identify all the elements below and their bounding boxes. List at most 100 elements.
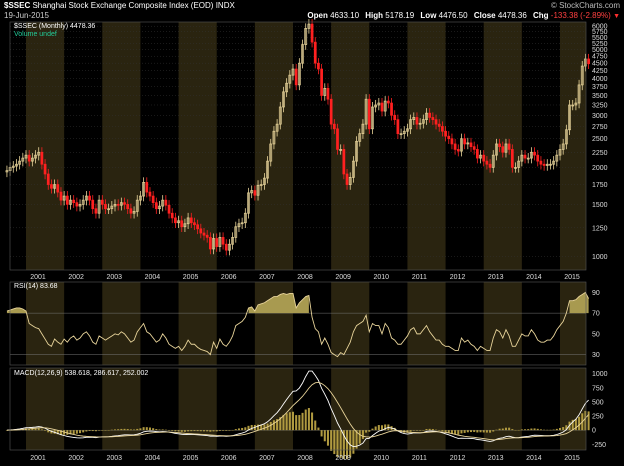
price-tick-label: 5250: [592, 41, 608, 48]
candle-body: [34, 154, 37, 159]
price-tick-label: 2000: [592, 165, 608, 172]
candle-body: [94, 208, 98, 214]
macd-histogram-bar: [425, 429, 428, 431]
candle-body: [139, 195, 142, 201]
candle-body: [189, 217, 193, 224]
macd-histogram-bar: [142, 427, 145, 431]
macd-histogram-bar: [492, 430, 495, 432]
macd-panel: [5, 370, 590, 460]
candle-body: [587, 58, 590, 65]
year-tick-label: 2004: [145, 274, 161, 281]
macd-histogram-bar: [263, 424, 266, 431]
macd-histogram-bar: [536, 428, 539, 431]
macd-histogram-bar: [161, 429, 164, 431]
macd-histogram-bar: [555, 428, 558, 431]
price-tick-label: 5000: [592, 47, 608, 54]
candle-body: [453, 143, 457, 150]
candle-body: [46, 173, 50, 185]
close-label: Close: [473, 11, 496, 20]
candle-body: [208, 237, 212, 250]
rsi-overbought-fill: [6, 307, 26, 314]
macd-histogram-bar: [365, 430, 368, 433]
candle-body: [323, 87, 327, 96]
macd-histogram-bar: [276, 419, 279, 431]
candle-body: [371, 106, 374, 130]
macd-histogram-bar: [558, 427, 562, 431]
year-tick-label: 2011: [412, 274, 427, 281]
price-panel: [5, 19, 590, 256]
year-tick-label: 2008: [297, 455, 313, 462]
macd-histogram-bar: [431, 429, 434, 431]
macd-histogram-bar: [495, 429, 498, 431]
macd-histogram-bar: [202, 430, 206, 432]
candle-body: [15, 163, 18, 167]
macd-histogram-bar: [247, 425, 250, 431]
macd-tick-label: 750: [592, 385, 604, 392]
high-value: 5178.19: [385, 11, 415, 20]
macd-histogram-bar: [565, 425, 568, 431]
macd-histogram-bar: [587, 411, 590, 431]
candle-body: [507, 143, 511, 150]
candle-body: [78, 204, 82, 207]
candle-body: [85, 195, 88, 201]
rsi-panel: [6, 291, 590, 358]
candle-body: [437, 123, 441, 127]
macd-histogram-bar: [355, 430, 358, 449]
macd-histogram-bar: [158, 429, 161, 431]
candle-body: [415, 117, 419, 125]
macd-histogram-bar: [69, 430, 72, 435]
candle-body: [186, 217, 190, 225]
macd-histogram-bar: [527, 429, 530, 431]
macd-histogram-bar: [187, 430, 190, 432]
candle-body: [278, 106, 282, 125]
candle-body: [250, 190, 254, 194]
macd-histogram-bar: [193, 430, 196, 432]
macd-histogram-bar: [552, 429, 555, 431]
macd-histogram-bar: [136, 428, 139, 431]
macd-histogram-bar: [422, 430, 425, 431]
chart-header: $SSEC Shanghai Stock Exchange Composite …: [0, 0, 624, 22]
candle-body: [53, 184, 56, 189]
macd-histogram-bar: [91, 430, 94, 432]
macd-tick-label: 1000: [592, 371, 608, 378]
candle-body: [466, 142, 470, 145]
open-label: Open: [307, 11, 328, 20]
macd-histogram-bar: [222, 430, 225, 431]
candle-body: [40, 151, 44, 165]
candle-body: [364, 98, 368, 125]
candle-body: [272, 130, 276, 145]
candle-body: [568, 104, 571, 131]
macd-histogram-bar: [384, 424, 387, 431]
candle-body: [148, 191, 152, 197]
macd-histogram-bar: [183, 430, 186, 432]
macd-histogram-bar: [168, 430, 171, 431]
macd-histogram-bar: [44, 430, 47, 431]
candle-body: [116, 204, 120, 206]
candle-body: [345, 173, 349, 185]
year-tick-label: 2013: [488, 274, 504, 281]
macd-histogram-bar: [98, 430, 101, 431]
candle-body: [393, 114, 397, 120]
macd-histogram-bar: [352, 430, 355, 454]
macd-histogram-bar: [301, 412, 304, 431]
low-label: Low: [420, 11, 437, 20]
candle-body: [123, 202, 126, 205]
macd-histogram-bar: [234, 429, 237, 431]
candle-body: [450, 138, 454, 145]
candle-body: [444, 130, 447, 137]
macd-histogram-bar: [428, 428, 431, 431]
macd-histogram-bar: [380, 425, 384, 431]
candle-body: [266, 160, 269, 179]
macd-histogram-bar: [539, 429, 542, 431]
candle-body: [301, 44, 304, 64]
candle-body: [297, 62, 301, 86]
price-tick-label: 3000: [592, 113, 608, 120]
macd-histogram-bar: [511, 429, 514, 431]
macd-histogram-bar: [272, 420, 275, 431]
macd-histogram-bar: [145, 427, 148, 431]
macd-histogram-bar: [101, 430, 104, 431]
macd-tick-label: 0: [592, 428, 596, 435]
macd-histogram-bar: [333, 430, 336, 455]
year-tick-label: 2009: [335, 274, 351, 281]
candle-body: [463, 138, 467, 145]
